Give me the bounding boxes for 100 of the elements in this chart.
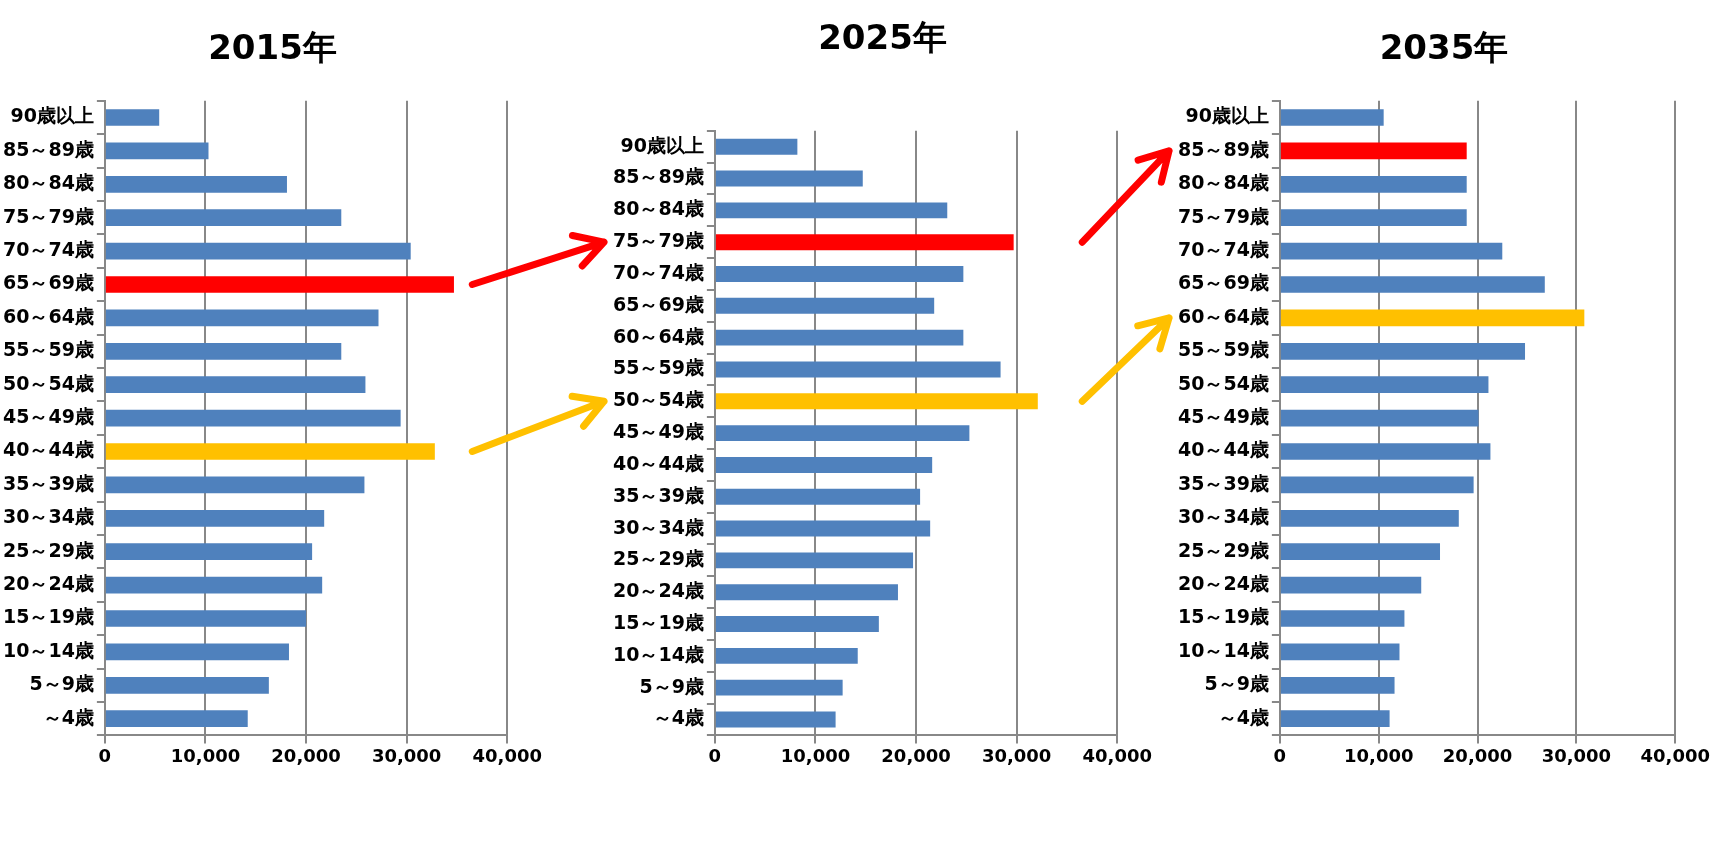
y-tick-label: 35～39歳 bbox=[2, 471, 94, 494]
x-tick-label: 0 bbox=[708, 744, 722, 766]
chart-title: 2035年 bbox=[1379, 27, 1509, 68]
y-tick-label: 45～49歳 bbox=[2, 405, 94, 428]
y-tick-label: 20～24歳 bbox=[2, 572, 94, 595]
bar bbox=[105, 175, 287, 193]
bar bbox=[715, 647, 858, 664]
x-tick-label: 40,000 bbox=[1082, 744, 1152, 766]
bar bbox=[1280, 309, 1585, 327]
x-tick-label: 30,000 bbox=[371, 744, 442, 766]
bar bbox=[105, 610, 307, 627]
y-tick-label: 30～34歳 bbox=[1177, 505, 1269, 528]
y-tick-label: 90歳以上 bbox=[1185, 104, 1269, 127]
x-tick-label: 30,000 bbox=[981, 744, 1052, 766]
y-tick-label: 10～14歳 bbox=[1177, 638, 1269, 661]
y-tick-label: 80～84歳 bbox=[2, 171, 94, 194]
x-tick-label: 10,000 bbox=[170, 744, 241, 766]
y-tick-label: 65～69歳 bbox=[612, 292, 704, 315]
y-tick-label: 75～79歳 bbox=[2, 204, 94, 227]
bar bbox=[1280, 576, 1422, 594]
bar bbox=[715, 616, 879, 632]
y-tick-label: 90歳以上 bbox=[10, 104, 94, 127]
y-tick-label: 20～24歳 bbox=[612, 579, 704, 602]
bar bbox=[715, 393, 1038, 410]
y-tick-label: 20～24歳 bbox=[1177, 572, 1269, 595]
bar bbox=[1280, 443, 1491, 460]
y-tick-label: 25～29歳 bbox=[2, 538, 94, 561]
x-tick-label: 40,000 bbox=[472, 744, 542, 766]
y-tick-label: ～4歳 bbox=[652, 706, 704, 729]
y-tick-label: 75～79歳 bbox=[612, 229, 704, 252]
y-tick-label: 10～14歳 bbox=[612, 642, 704, 665]
y-tick-label: 70～74歳 bbox=[612, 260, 704, 283]
x-tick-label: 40,000 bbox=[1640, 744, 1710, 766]
y-tick-label: 65～69歳 bbox=[2, 271, 94, 294]
y-tick-label: 75～79歳 bbox=[1177, 204, 1269, 227]
y-tick-label: 15～19歳 bbox=[2, 605, 94, 628]
y-tick-label: 45～49歳 bbox=[1177, 405, 1269, 428]
y-tick-label: 15～19歳 bbox=[612, 610, 704, 633]
y-tick-label: 30～34歳 bbox=[612, 515, 704, 538]
y-tick-label: 5～9歳 bbox=[639, 674, 704, 697]
y-tick-label: 5～9歳 bbox=[29, 672, 94, 695]
y-tick-label: 40～44歳 bbox=[612, 451, 704, 474]
bar bbox=[105, 409, 401, 427]
y-tick-label: 65～69歳 bbox=[1177, 271, 1269, 294]
bar bbox=[105, 509, 325, 527]
bar bbox=[1280, 476, 1474, 494]
x-tick-label: 10,000 bbox=[1343, 744, 1414, 766]
chart-title: 2025年 bbox=[818, 17, 947, 58]
bar bbox=[1280, 610, 1405, 627]
bar bbox=[1280, 509, 1459, 527]
bar bbox=[105, 276, 454, 293]
x-tick-label: 0 bbox=[1273, 744, 1287, 766]
y-tick-label: 50～54歳 bbox=[1177, 371, 1269, 394]
y-tick-label: 55～59歳 bbox=[2, 338, 94, 361]
bar bbox=[1280, 643, 1400, 661]
y-tick-label: 50～54歳 bbox=[612, 388, 704, 411]
y-tick-label: 50～54歳 bbox=[2, 371, 94, 394]
bar bbox=[715, 202, 948, 219]
bar bbox=[1280, 409, 1479, 427]
bar bbox=[1280, 175, 1467, 193]
y-tick-label: 85～89歳 bbox=[612, 165, 704, 188]
y-tick-label: 15～19歳 bbox=[1177, 605, 1269, 628]
bar bbox=[105, 109, 160, 126]
y-tick-label: 10～14歳 bbox=[2, 638, 94, 661]
y-tick-label: 30～34歳 bbox=[2, 505, 94, 528]
y-tick-label: 90歳以上 bbox=[620, 133, 704, 156]
y-tick-label: 40～44歳 bbox=[1177, 438, 1269, 461]
x-tick-label: 0 bbox=[98, 744, 112, 766]
x-tick-label: 20,000 bbox=[1442, 744, 1513, 766]
y-tick-label: 80～84歳 bbox=[612, 197, 704, 220]
bar bbox=[1280, 376, 1489, 394]
bar bbox=[105, 376, 366, 394]
x-tick-label: 20,000 bbox=[271, 744, 341, 766]
bar bbox=[105, 142, 209, 160]
x-tick-label: 10,000 bbox=[780, 744, 851, 766]
bar bbox=[1280, 209, 1467, 227]
bar bbox=[1280, 276, 1545, 293]
y-tick-label: 70～74歳 bbox=[1177, 238, 1269, 261]
y-tick-label: 25～29歳 bbox=[1177, 538, 1269, 561]
y-tick-label: 70～74歳 bbox=[2, 238, 94, 261]
bar bbox=[105, 576, 323, 594]
y-tick-label: ～4歳 bbox=[42, 705, 94, 728]
bar bbox=[715, 679, 843, 696]
x-tick-label: 30,000 bbox=[1541, 744, 1612, 766]
bar bbox=[1280, 242, 1503, 260]
bar bbox=[715, 488, 921, 505]
y-tick-label: 60～64歳 bbox=[612, 324, 704, 347]
bar bbox=[1280, 142, 1467, 160]
y-tick-label: 80～84歳 bbox=[1177, 171, 1269, 194]
bar bbox=[715, 425, 970, 442]
bar bbox=[105, 643, 289, 661]
bar bbox=[1280, 710, 1390, 728]
bar bbox=[105, 476, 365, 494]
bar bbox=[1280, 109, 1384, 126]
y-tick-label: 55～59歳 bbox=[1177, 338, 1269, 361]
y-tick-label: 25～29歳 bbox=[612, 547, 704, 570]
y-tick-label: 85～89歳 bbox=[2, 137, 94, 160]
bar bbox=[105, 209, 342, 227]
bar bbox=[105, 543, 313, 561]
y-tick-label: 35～39歳 bbox=[612, 483, 704, 506]
